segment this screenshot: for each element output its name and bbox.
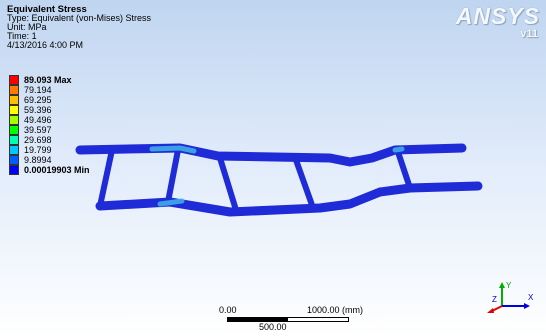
legend-swatch [9, 95, 19, 105]
cross-member [395, 149, 413, 191]
legend-swatch [9, 125, 19, 135]
scale-left-label: 0.00 [219, 305, 237, 315]
legend-label: 0.00019903 Min [24, 165, 90, 175]
legend-label: 39.597 [24, 125, 52, 135]
cross-member [97, 147, 115, 209]
legend-label: 29.698 [24, 135, 52, 145]
result-date: 4/13/2016 4:00 PM [7, 40, 84, 50]
legend-swatch [9, 155, 19, 165]
lower-rail [95, 181, 483, 217]
legend-label: 49.496 [24, 115, 52, 125]
legend-label: 59.396 [24, 105, 52, 115]
stress-hotspot [149, 145, 197, 154]
triad-y-label: Y [506, 281, 512, 290]
cross-member [217, 155, 239, 213]
legend-swatch [9, 165, 19, 175]
scale-right-label: 1000.00 (mm) [307, 305, 364, 315]
result-info-block: Equivalent Stress Type: Equivalent (von-… [7, 5, 151, 50]
result-title: Equivalent Stress [7, 4, 87, 15]
upper-rail [75, 143, 467, 167]
legend-swatch [9, 135, 19, 145]
scale-bar: 0.00 1000.00 (mm) 500.00 [215, 305, 365, 335]
legend-swatch [9, 115, 19, 125]
triad-z-label: Z [492, 295, 497, 304]
stress-hotspot [157, 198, 185, 207]
result-type: Type: Equivalent (von-Mises) Stress [7, 13, 152, 23]
legend-label: 79.194 [24, 85, 52, 95]
ansys-version: v11 [520, 28, 538, 40]
legend-label: 89.093 Max [24, 75, 72, 85]
legend-label: 19.799 [24, 145, 52, 155]
legend-swatch [9, 105, 19, 115]
result-unit: Unit: MPa [7, 22, 47, 32]
legend-swatch [9, 75, 19, 85]
triad-x-label: X [528, 293, 534, 302]
scale-mid-label: 500.00 [259, 322, 287, 332]
legend-label: 9.8994 [24, 155, 52, 165]
cross-member [165, 147, 181, 205]
cross-member [293, 157, 315, 208]
stress-hotspot [392, 146, 405, 153]
legend-swatch [9, 85, 19, 95]
scale-ruler [227, 317, 349, 322]
legend-label: 69.295 [24, 95, 52, 105]
legend-swatch [9, 145, 19, 155]
ansys-logo: ANSYS [455, 3, 540, 29]
result-time: Time: 1 [7, 31, 37, 41]
axis-triad-icon[interactable]: Y Z X [484, 278, 534, 318]
